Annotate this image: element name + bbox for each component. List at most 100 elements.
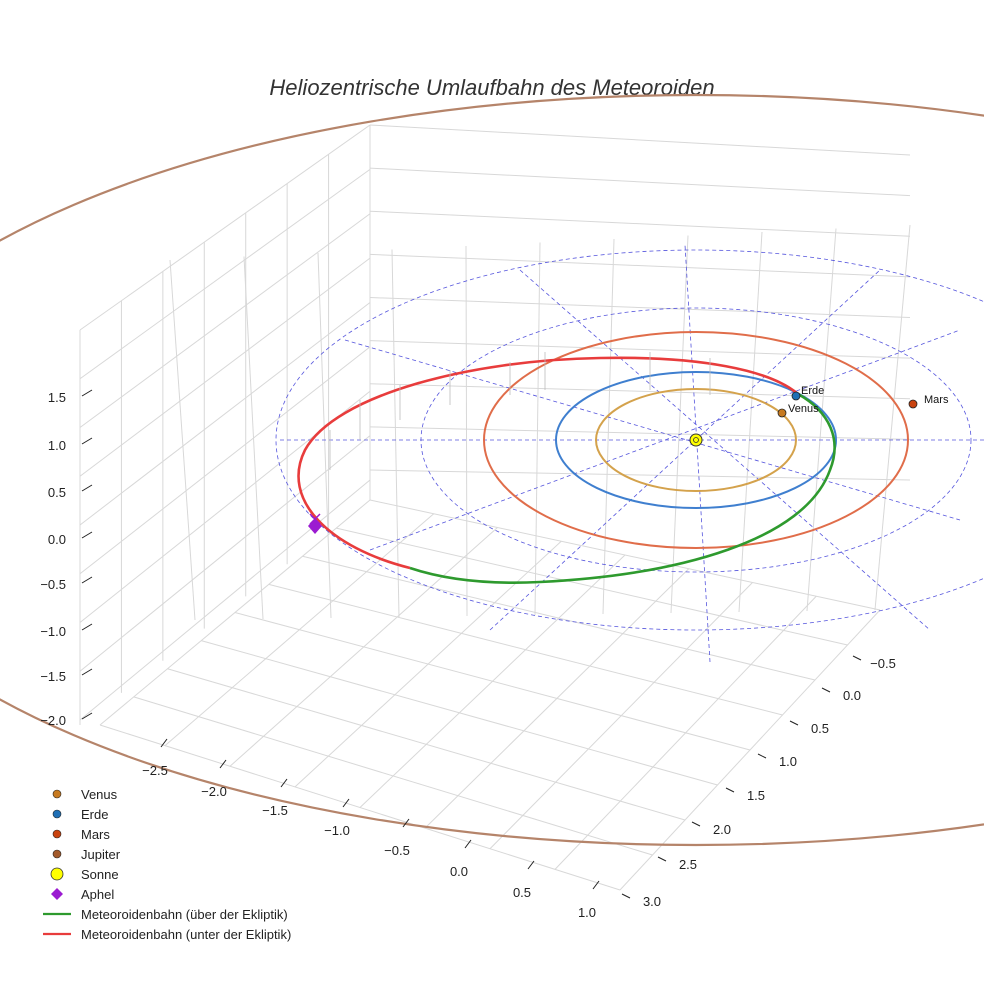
grid-line (619, 609, 881, 891)
grid-line (79, 435, 371, 672)
grid-line (369, 210, 911, 237)
z-tick-mark (81, 389, 93, 397)
grid-line (79, 346, 371, 575)
x-tick-label: 1.0 (578, 905, 596, 920)
y-tick-mark (621, 893, 631, 899)
y-tick-mark (789, 720, 799, 726)
grid-line (369, 124, 911, 156)
label-erde: Erde (801, 385, 824, 397)
y-tick-label: −0.5 (870, 656, 896, 671)
grid-line (806, 228, 837, 612)
y-tick-mark (657, 856, 667, 862)
ecliptic-grid (275, 244, 984, 663)
x-tick-mark (280, 778, 288, 788)
planet-marker-mars (908, 399, 918, 409)
y-tick-mark (852, 655, 862, 661)
z-tick-label: −1.0 (40, 624, 66, 639)
grid-line (534, 242, 541, 616)
legend-label: Mars (81, 827, 110, 842)
y-tick-label: 1.0 (779, 754, 797, 769)
ecliptic-spoke (519, 269, 931, 631)
aphel-cross (309, 513, 321, 525)
grid-line (369, 253, 911, 278)
z-tick-label: −2.0 (40, 713, 66, 728)
z-tick-label: 1.0 (48, 438, 66, 453)
z-tick-mark (81, 437, 93, 445)
grid-line (874, 224, 911, 611)
z-tick-mark (81, 668, 93, 676)
z-tick-label: 1.5 (48, 390, 66, 405)
x-tick-label: −2.0 (201, 784, 227, 799)
grid-line (169, 259, 196, 621)
legend-label: Aphel (81, 887, 114, 902)
grid-line (369, 340, 911, 359)
grid-line (602, 238, 615, 615)
z-tick-label: −0.5 (40, 577, 66, 592)
legend: Venus Erde Mars Jupiter Sonne Aphel Meteoroide… (43, 787, 291, 942)
z-tick-mark (81, 531, 93, 539)
grid-line (391, 249, 400, 618)
sun-marker (689, 433, 703, 447)
z-tick-mark (81, 576, 93, 584)
legend-label: Erde (81, 807, 108, 822)
grid-line (79, 479, 371, 721)
planet-marker-erde (791, 391, 801, 401)
legend-marker (52, 789, 62, 799)
grid-line (489, 582, 753, 850)
grid-line (79, 302, 371, 526)
y-tick-label: 0.0 (843, 688, 861, 703)
grid-line (229, 527, 498, 767)
legend-label: Venus (81, 787, 118, 802)
y-tick-label: 2.5 (679, 857, 697, 872)
z-tick-mark (81, 484, 93, 492)
grid-line (369, 426, 911, 440)
y-tick-mark (821, 687, 831, 693)
z-tick-label: 0.0 (48, 532, 66, 547)
sun-marker-core (693, 437, 699, 443)
orbits: Venus Erde Mars (0, 94, 984, 846)
grid-line (79, 124, 371, 331)
grid-line (79, 213, 371, 428)
grid-line (79, 257, 371, 477)
grid-line (369, 469, 911, 481)
x-tick-label: 0.5 (513, 885, 531, 900)
ecliptic-spoke (344, 339, 961, 521)
x-tick-mark (342, 798, 350, 808)
axis-ticks: 1.5 1.0 0.5 0.0 −0.5 −1.0 −1.5 −2.0 −2.5 −2.0 −1.5… (40, 389, 896, 920)
grid-line (317, 252, 332, 619)
ecliptic-spoke (684, 244, 711, 663)
axes-grid (79, 124, 911, 891)
ecliptic-spoke (489, 269, 881, 631)
grid-line (369, 297, 911, 318)
orbit-venus (595, 388, 797, 492)
grid-line (738, 231, 763, 613)
grid-line (164, 513, 435, 747)
legend-marker (52, 849, 62, 859)
grid-line (369, 167, 911, 197)
grid-line (369, 383, 911, 400)
grid-line (79, 168, 371, 380)
x-tick-label: −1.5 (262, 803, 288, 818)
legend-marker (52, 809, 62, 819)
y-tick-label: 3.0 (643, 894, 661, 909)
y-tick-mark (691, 821, 701, 827)
x-tick-label: −2.5 (142, 763, 168, 778)
z-tick-mark (81, 623, 93, 631)
orbit-mars (483, 331, 909, 549)
y-tick-label: 2.0 (713, 822, 731, 837)
legend-marker (50, 867, 64, 881)
y-tick-mark (725, 787, 735, 793)
grid-line (99, 499, 371, 726)
z-tick-label: −1.5 (40, 669, 66, 684)
x-tick-mark (219, 759, 227, 769)
legend-label: Meteoroidenbahn (über der Ekliptik) (81, 907, 288, 922)
y-tick-label: 1.5 (747, 788, 765, 803)
x-tick-mark (464, 839, 472, 849)
legend-label: Meteoroidenbahn (unter der Ekliptik) (81, 927, 291, 942)
planet-marker-venus (777, 408, 787, 418)
z-tick-label: 0.5 (48, 485, 66, 500)
grid-line (554, 595, 817, 870)
label-mars: Mars (924, 394, 949, 406)
legend-label: Sonne (81, 867, 119, 882)
